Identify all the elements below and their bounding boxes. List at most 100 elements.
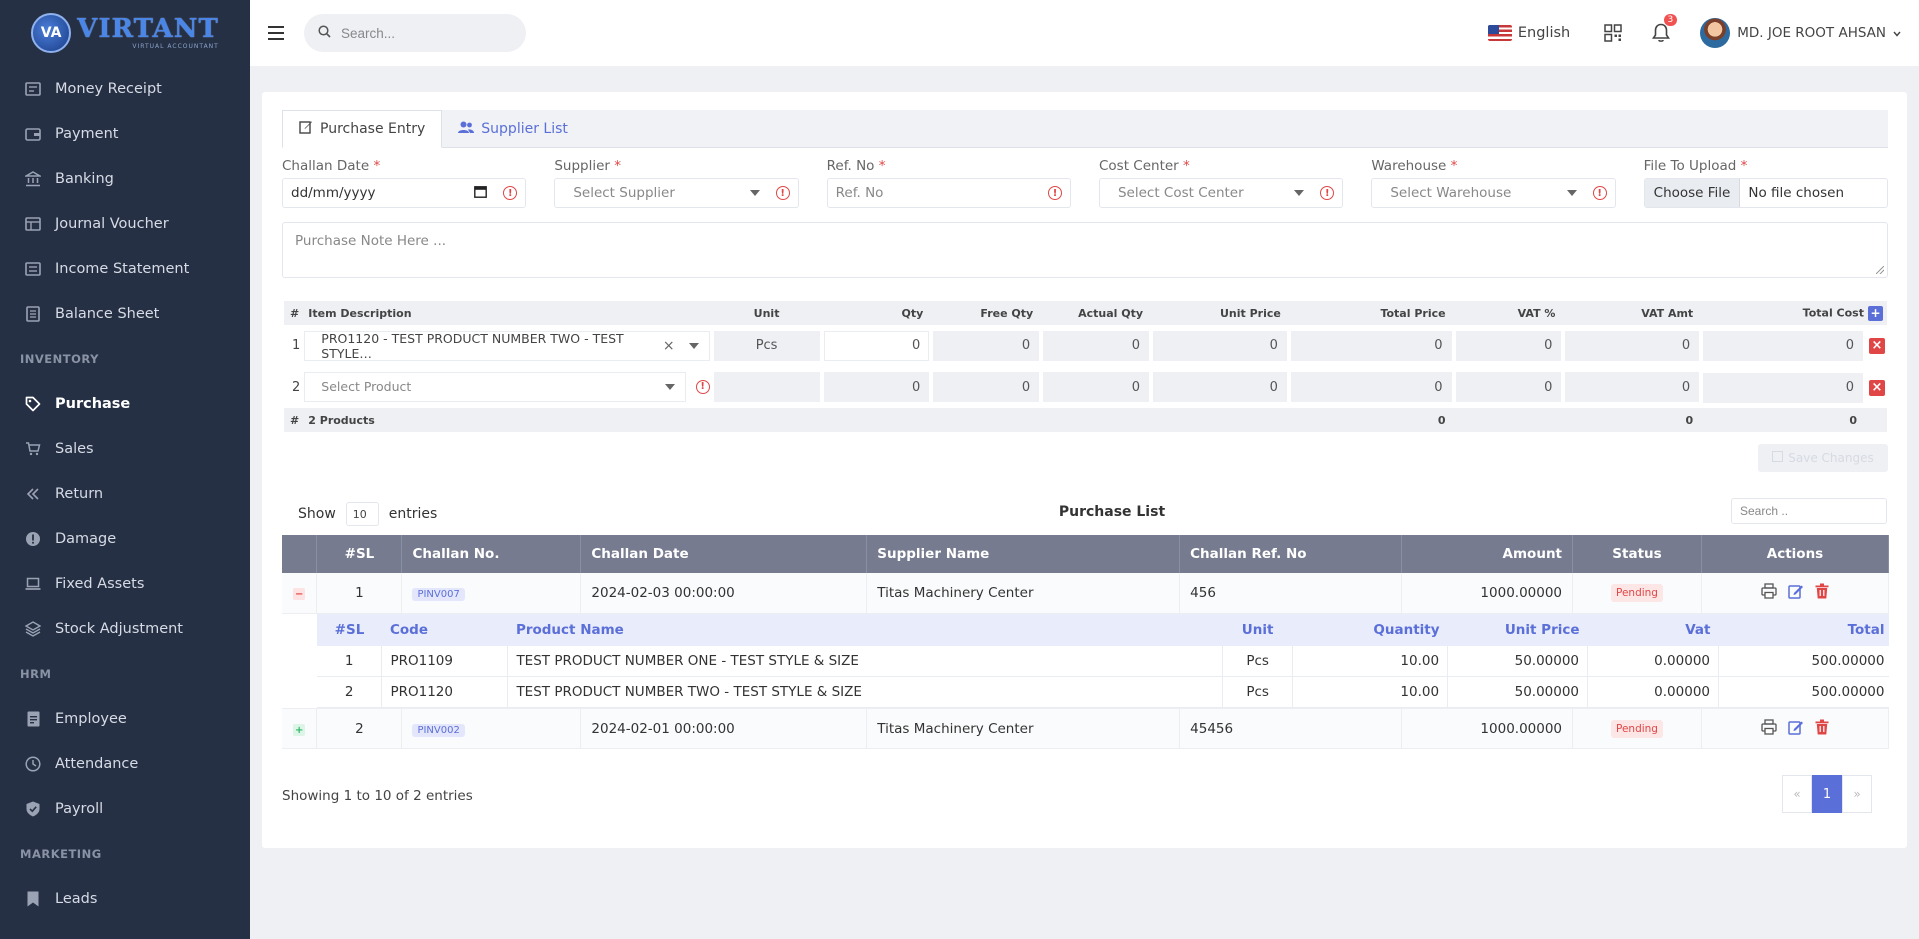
- sidebar-item-payment[interactable]: Payment: [0, 111, 250, 156]
- col-item-description: Item Description: [302, 301, 712, 325]
- vat-percent-input[interactable]: 0: [1455, 372, 1562, 402]
- journal-icon: [24, 215, 42, 233]
- purchase-tabs: Purchase Entry Supplier List: [282, 110, 1888, 148]
- save-changes-button[interactable]: Save Changes: [1758, 444, 1888, 472]
- language-label: English: [1517, 25, 1571, 41]
- field-label: Challan Date: [282, 158, 370, 174]
- user-menu[interactable]: MD. JOE ROOT AHSAN: [1700, 18, 1901, 48]
- challan-date-input[interactable]: dd/mm/yyyy !: [282, 178, 527, 208]
- entries-label: entries: [388, 506, 438, 522]
- tab-purchase-entry[interactable]: Purchase Entry: [282, 110, 443, 148]
- detail-unit-price: 50.00000: [1447, 645, 1589, 677]
- sidebar-item-banking[interactable]: Banking: [0, 156, 250, 201]
- sidebar-item-employee[interactable]: Employee: [0, 696, 250, 741]
- challan-no-badge: PINV002: [412, 723, 465, 737]
- notification-count-badge: 3: [1663, 14, 1678, 26]
- free-qty-input[interactable]: 0: [933, 330, 1040, 361]
- sidebar-section-inventory: INVENTORY: [20, 351, 99, 366]
- unit-price-input[interactable]: 0: [1153, 372, 1287, 402]
- cost-center-select[interactable]: Select Cost Center !: [1098, 178, 1344, 208]
- choose-file-button[interactable]: Choose File: [1644, 179, 1741, 207]
- detail-product-name: TEST PRODUCT NUMBER ONE - TEST STYLE & S…: [507, 645, 1224, 677]
- sidebar-item-stock-adjustment[interactable]: Stock Adjustment: [0, 606, 250, 651]
- sidebar-item-attendance[interactable]: Attendance: [0, 741, 250, 786]
- sidebar-item-income-statement[interactable]: Income Statement: [0, 246, 250, 291]
- sidebar-item-fixed-assets[interactable]: Fixed Assets: [0, 561, 250, 606]
- next-page-button[interactable]: »: [1842, 775, 1872, 813]
- trash-icon[interactable]: [1815, 583, 1829, 603]
- sidebar-item-label: Damage: [55, 530, 117, 547]
- chevron-down-icon: [1566, 190, 1577, 196]
- avatar: [1700, 18, 1731, 48]
- col-vat: Vat: [1587, 613, 1719, 646]
- bookmark-icon: [24, 890, 42, 908]
- sidebar-item-sales[interactable]: Sales: [0, 426, 250, 471]
- col-total-price: Total Price: [1288, 301, 1454, 325]
- purchase-form: Challan Date * dd/mm/yyyy ! Supplier * S…: [282, 158, 1888, 208]
- sidebar-item-money-receipt[interactable]: Money Receipt: [0, 66, 250, 111]
- sidebar-item-label: Return: [55, 485, 104, 502]
- sidebar-item-label: Journal Voucher: [55, 215, 169, 232]
- edit-icon[interactable]: [1788, 719, 1804, 739]
- list-search-input[interactable]: Search ..: [1731, 498, 1887, 524]
- menu-toggle-icon[interactable]: [268, 26, 284, 40]
- global-search: [304, 14, 526, 52]
- sidebar-item-label: Attendance: [55, 755, 139, 772]
- language-selector[interactable]: English: [1487, 25, 1571, 41]
- remove-row-button[interactable]: ×: [1869, 337, 1885, 354]
- sidebar-item-damage[interactable]: Damage: [0, 516, 250, 561]
- prev-page-button[interactable]: «: [1782, 775, 1812, 813]
- page-1-button[interactable]: 1: [1812, 775, 1842, 813]
- file-status: No file chosen: [1748, 185, 1845, 201]
- sidebar-item-leads[interactable]: Leads: [0, 876, 250, 921]
- product-select[interactable]: PRO1120 - TEST PRODUCT NUMBER TWO - TEST…: [304, 330, 710, 361]
- sidebar-item-balance-sheet[interactable]: Balance Sheet: [0, 291, 250, 336]
- col-actual-qty: Actual Qty: [1041, 301, 1152, 325]
- search-input[interactable]: [341, 25, 501, 41]
- sidebar-item-return[interactable]: Return: [0, 471, 250, 516]
- notification-bell-icon[interactable]: 3: [1652, 14, 1678, 43]
- product-select[interactable]: Select Product: [304, 371, 686, 402]
- tab-supplier-list[interactable]: Supplier List: [442, 110, 584, 148]
- col-code: Code: [381, 613, 508, 646]
- product-placeholder: Select Product: [321, 379, 412, 394]
- warehouse-select[interactable]: Select Warehouse !: [1371, 178, 1616, 208]
- calendar-icon[interactable]: [474, 185, 488, 202]
- ref-no-input[interactable]: Ref. No !: [826, 178, 1071, 208]
- add-row-button[interactable]: +: [1868, 305, 1883, 321]
- sidebar-item-payroll[interactable]: Payroll: [0, 786, 250, 831]
- col-actions: Actions: [1701, 535, 1890, 573]
- row-sl: 1: [316, 573, 403, 614]
- free-qty-input[interactable]: 0: [933, 372, 1040, 402]
- vat-percent-input[interactable]: 0: [1455, 330, 1562, 361]
- expand-row-icon[interactable]: +: [293, 724, 306, 736]
- qty-input[interactable]: 0: [823, 330, 930, 361]
- sidebar-item-purchase[interactable]: Purchase: [0, 381, 250, 426]
- remove-row-button[interactable]: ×: [1869, 379, 1885, 396]
- collapse-row-icon[interactable]: −: [293, 588, 306, 601]
- tag-icon: [24, 395, 42, 413]
- brand-name: VIRTANT: [77, 14, 219, 44]
- brand[interactable]: VA VIRTANT VIRTUAL ACCOUNTANT: [0, 0, 250, 66]
- unit-price-input[interactable]: 0: [1153, 330, 1287, 361]
- edit-icon[interactable]: [1788, 583, 1804, 603]
- print-icon[interactable]: [1761, 718, 1777, 739]
- sidebar-item-label: Income Statement: [55, 260, 190, 277]
- detail-total: 500.00000: [1718, 676, 1889, 708]
- clear-icon[interactable]: ×: [662, 337, 675, 354]
- qty-input[interactable]: 0: [823, 372, 930, 402]
- apps-grid-icon[interactable]: [1604, 24, 1622, 42]
- field-label: File To Upload: [1643, 158, 1737, 174]
- detail-unit: Pcs: [1222, 645, 1294, 677]
- sidebar-item-journal-voucher[interactable]: Journal Voucher: [0, 201, 250, 246]
- error-icon: !: [503, 186, 518, 200]
- supplier-select[interactable]: Select Supplier !: [554, 178, 799, 208]
- detail-unit-price: 50.00000: [1447, 676, 1589, 708]
- challan-ref: 45456: [1179, 708, 1403, 749]
- print-icon[interactable]: [1761, 583, 1777, 603]
- page-size-select[interactable]: 10: [345, 502, 379, 526]
- chevron-down-icon: [688, 342, 699, 349]
- purchase-note-textarea[interactable]: Purchase Note Here ...: [282, 222, 1888, 278]
- pagination: « 1 »: [1782, 775, 1872, 813]
- trash-icon[interactable]: [1815, 719, 1829, 739]
